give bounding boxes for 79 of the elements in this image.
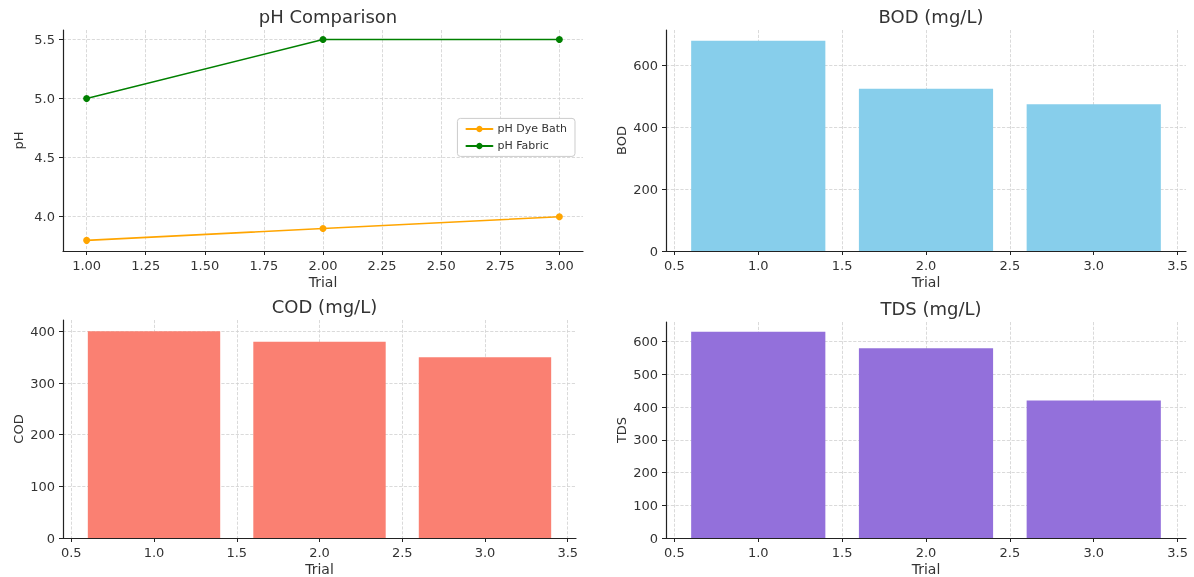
x-tick-label: 3.5: [557, 545, 579, 560]
point: [83, 236, 91, 244]
y-tick-label: 400: [30, 323, 55, 339]
y-tick-label: 400: [633, 119, 658, 135]
x-tick-label: 2.5: [999, 545, 1021, 560]
x-axis-title: Trial: [910, 561, 941, 577]
y-tick-label: 300: [30, 375, 55, 391]
point: [83, 95, 91, 103]
bar: [253, 341, 386, 538]
x-tick-label: 0.5: [664, 545, 685, 560]
x-tick-label: 0.5: [664, 258, 685, 273]
y-tick-label: 200: [633, 181, 658, 197]
chart-title: pH Comparison: [258, 5, 398, 27]
point: [319, 35, 327, 43]
x-tick-label: 2.0: [915, 545, 937, 560]
y-axis-title: TDS: [614, 416, 629, 445]
y-tick-label: 600: [633, 334, 658, 350]
x-tick-label: 3.0: [1083, 545, 1105, 560]
y-tick-label: 100: [30, 478, 55, 494]
y-axis-title: pH: [11, 131, 26, 150]
y-tick-label: 600: [633, 58, 658, 74]
x-tick-label: 3.0: [474, 545, 496, 560]
bar: [1026, 400, 1161, 538]
x-tick-label: 2.5: [391, 545, 413, 560]
y-axis-title: BOD: [614, 126, 629, 155]
bar: [858, 88, 994, 251]
x-tick-label: 1.0: [747, 545, 769, 560]
x-tick-label: 1.0: [143, 545, 165, 560]
x-tick-label: 2.75: [485, 258, 515, 273]
x-tick-label: 2.5: [999, 258, 1021, 273]
chart-title: TDS (mg/L): [879, 297, 982, 319]
y-tick-label: 400: [633, 399, 658, 415]
y-tick-label: 4.5: [34, 150, 55, 166]
chart-title: BOD (mg/L): [878, 5, 984, 27]
y-tick-label: 100: [633, 497, 658, 513]
point: [555, 35, 563, 43]
x-tick-label: 1.5: [831, 545, 853, 560]
x-tick-label: 2.0: [309, 545, 330, 560]
bar: [691, 40, 826, 251]
x-tick-label: 1.5: [226, 545, 248, 560]
x-tick-label: 0.5: [60, 545, 82, 560]
bar: [1026, 104, 1161, 251]
x-tick-label: 3.0: [1083, 258, 1105, 273]
x-tick-label: 1.00: [72, 258, 102, 273]
x-tick-label: 1.0: [747, 258, 769, 273]
y-tick-label: 200: [30, 427, 55, 443]
bar: [691, 331, 826, 538]
y-tick-label: 0: [46, 530, 55, 546]
y-tick-label: 300: [633, 432, 658, 448]
chart-title: COD (mg/L): [271, 295, 378, 317]
x-tick-label: 1.5: [831, 258, 853, 273]
point: [555, 213, 563, 221]
y-tick-label: 4.0: [34, 209, 55, 225]
y-tick-label: 0: [649, 530, 658, 546]
x-tick-label: 3.5: [1167, 545, 1188, 560]
x-tick-label: 1.50: [190, 258, 220, 273]
x-axis-title: Trial: [910, 274, 941, 290]
y-tick-label: 200: [633, 465, 658, 481]
x-tick-label: 3.5: [1167, 258, 1188, 273]
y-tick-label: 5.0: [34, 91, 55, 107]
legend-label: pH Dye Bath: [497, 122, 568, 136]
legend-label: pH Fabric: [497, 139, 549, 153]
x-tick-label: 2.00: [308, 258, 338, 273]
x-tick-label: 2.50: [426, 258, 456, 273]
point: [319, 225, 327, 233]
x-axis-title: Trial: [304, 561, 334, 577]
y-tick-label: 0: [649, 243, 658, 259]
bar: [858, 348, 994, 538]
x-tick-label: 3.00: [544, 258, 574, 273]
x-tick-label: 2.25: [367, 258, 397, 273]
y-tick-label: 5.5: [34, 31, 55, 47]
bar: [418, 357, 552, 538]
x-tick-label: 1.75: [249, 258, 279, 273]
y-axis-title: COD: [11, 414, 26, 444]
x-axis-title: Trial: [307, 274, 338, 290]
y-tick-label: 500: [633, 366, 658, 382]
bar: [87, 331, 221, 538]
x-tick-label: 2.0: [915, 258, 937, 273]
x-tick-label: 1.25: [131, 258, 161, 273]
